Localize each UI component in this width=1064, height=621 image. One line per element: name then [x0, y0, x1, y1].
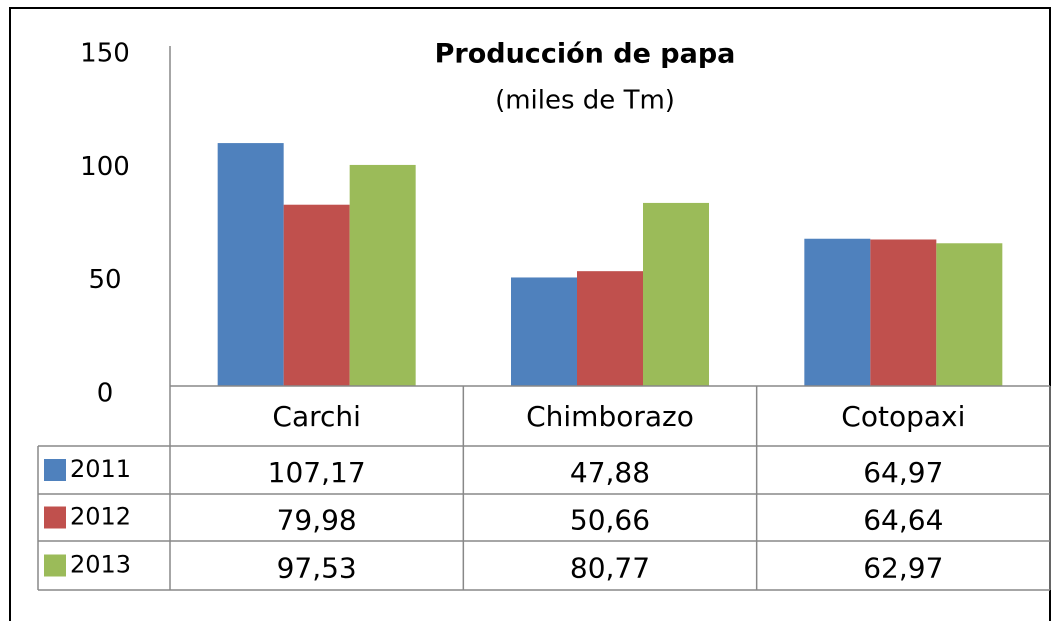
y-tick-label: 150 [80, 39, 130, 69]
table-value: 64,64 [863, 504, 943, 537]
table-value: 79,98 [277, 504, 357, 537]
bar [511, 277, 577, 386]
legend-swatch [44, 459, 66, 481]
chart-frame [9, 7, 1051, 621]
x-tick-label: Carchi [272, 400, 361, 433]
legend-swatch [44, 554, 66, 577]
table-value: 64,97 [863, 456, 943, 489]
table-value: 107,17 [268, 456, 366, 489]
table-value: 80,77 [570, 552, 650, 585]
chart-title: Producción de papa [435, 39, 736, 70]
legend-label: 2011 [70, 455, 131, 483]
x-tick-label: Cotopaxi [841, 400, 965, 433]
table-value: 62,97 [863, 552, 943, 585]
x-tick-label: Chimborazo [526, 400, 694, 433]
bar [804, 238, 871, 386]
chart-subtitle: (miles de Tm) [495, 86, 675, 116]
bar [349, 164, 416, 386]
table-value: 47,88 [570, 456, 650, 489]
y-tick-label: 0 [97, 379, 114, 409]
table-value: 50,66 [570, 504, 650, 537]
table-value: 97,53 [277, 552, 357, 585]
bar [217, 143, 284, 386]
y-tick-label: 50 [88, 265, 121, 295]
bar [936, 243, 1003, 386]
y-tick-label: 100 [80, 152, 130, 182]
legend-swatch [44, 506, 66, 529]
legend-label: 2012 [70, 503, 131, 531]
bar [870, 239, 937, 386]
bar [283, 204, 350, 386]
bar [577, 271, 643, 386]
legend-label: 2013 [70, 551, 131, 579]
bar [643, 202, 709, 386]
